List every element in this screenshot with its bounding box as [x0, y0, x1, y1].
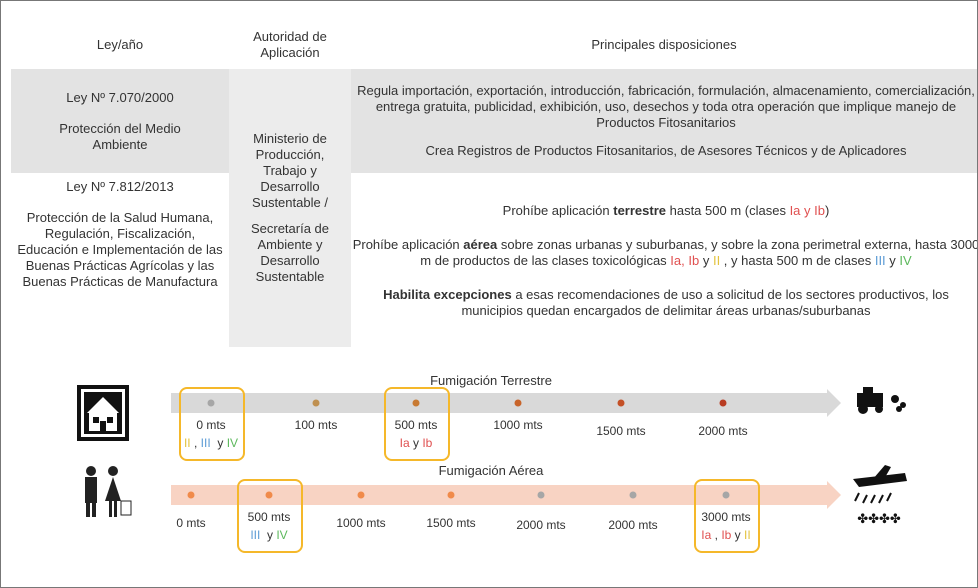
- stop-label: 100 mts: [276, 417, 356, 433]
- stop-dot: [448, 492, 455, 499]
- highlight-box: [179, 387, 245, 461]
- stop-label: 1500 mts: [581, 423, 661, 439]
- stop-label: 2000 mts: [501, 517, 581, 533]
- arrow-head: [827, 389, 841, 417]
- stop-label: 2000 mts: [683, 423, 763, 439]
- stop-dot: [630, 492, 637, 499]
- highlight-box: [384, 387, 450, 461]
- stop-label: 0 mts: [151, 515, 231, 531]
- timeline-title: Fumigación Aérea: [391, 463, 591, 478]
- arrow-band: [171, 393, 827, 413]
- timelines: ✤✤✤✤: [1, 1, 977, 587]
- stop-label: 1000 mts: [321, 515, 401, 531]
- plane-icon: ✤✤✤✤: [853, 465, 907, 526]
- arrow-head: [827, 481, 841, 509]
- stop-label: 2000 mts: [593, 517, 673, 533]
- stop-label: 1500 mts: [411, 515, 491, 531]
- stop-dot: [358, 492, 365, 499]
- stop-dot: [188, 492, 195, 499]
- page: Ley/año Autoridad de Aplicación Principa…: [0, 0, 978, 588]
- highlight-box: [237, 479, 303, 553]
- family-icon: [85, 466, 131, 517]
- house-icon: [77, 385, 129, 441]
- stop-dot: [313, 400, 320, 407]
- stop-dot: [538, 492, 545, 499]
- highlight-box: [694, 479, 760, 553]
- stop-dot: [515, 400, 522, 407]
- timeline-title: Fumigación Terrestre: [391, 373, 591, 388]
- svg-text:✤✤✤✤: ✤✤✤✤: [857, 511, 901, 526]
- stop-dot: [618, 400, 625, 407]
- harvester-icon: [857, 387, 906, 414]
- stop-dot: [720, 400, 727, 407]
- stop-label: 1000 mts: [478, 417, 558, 433]
